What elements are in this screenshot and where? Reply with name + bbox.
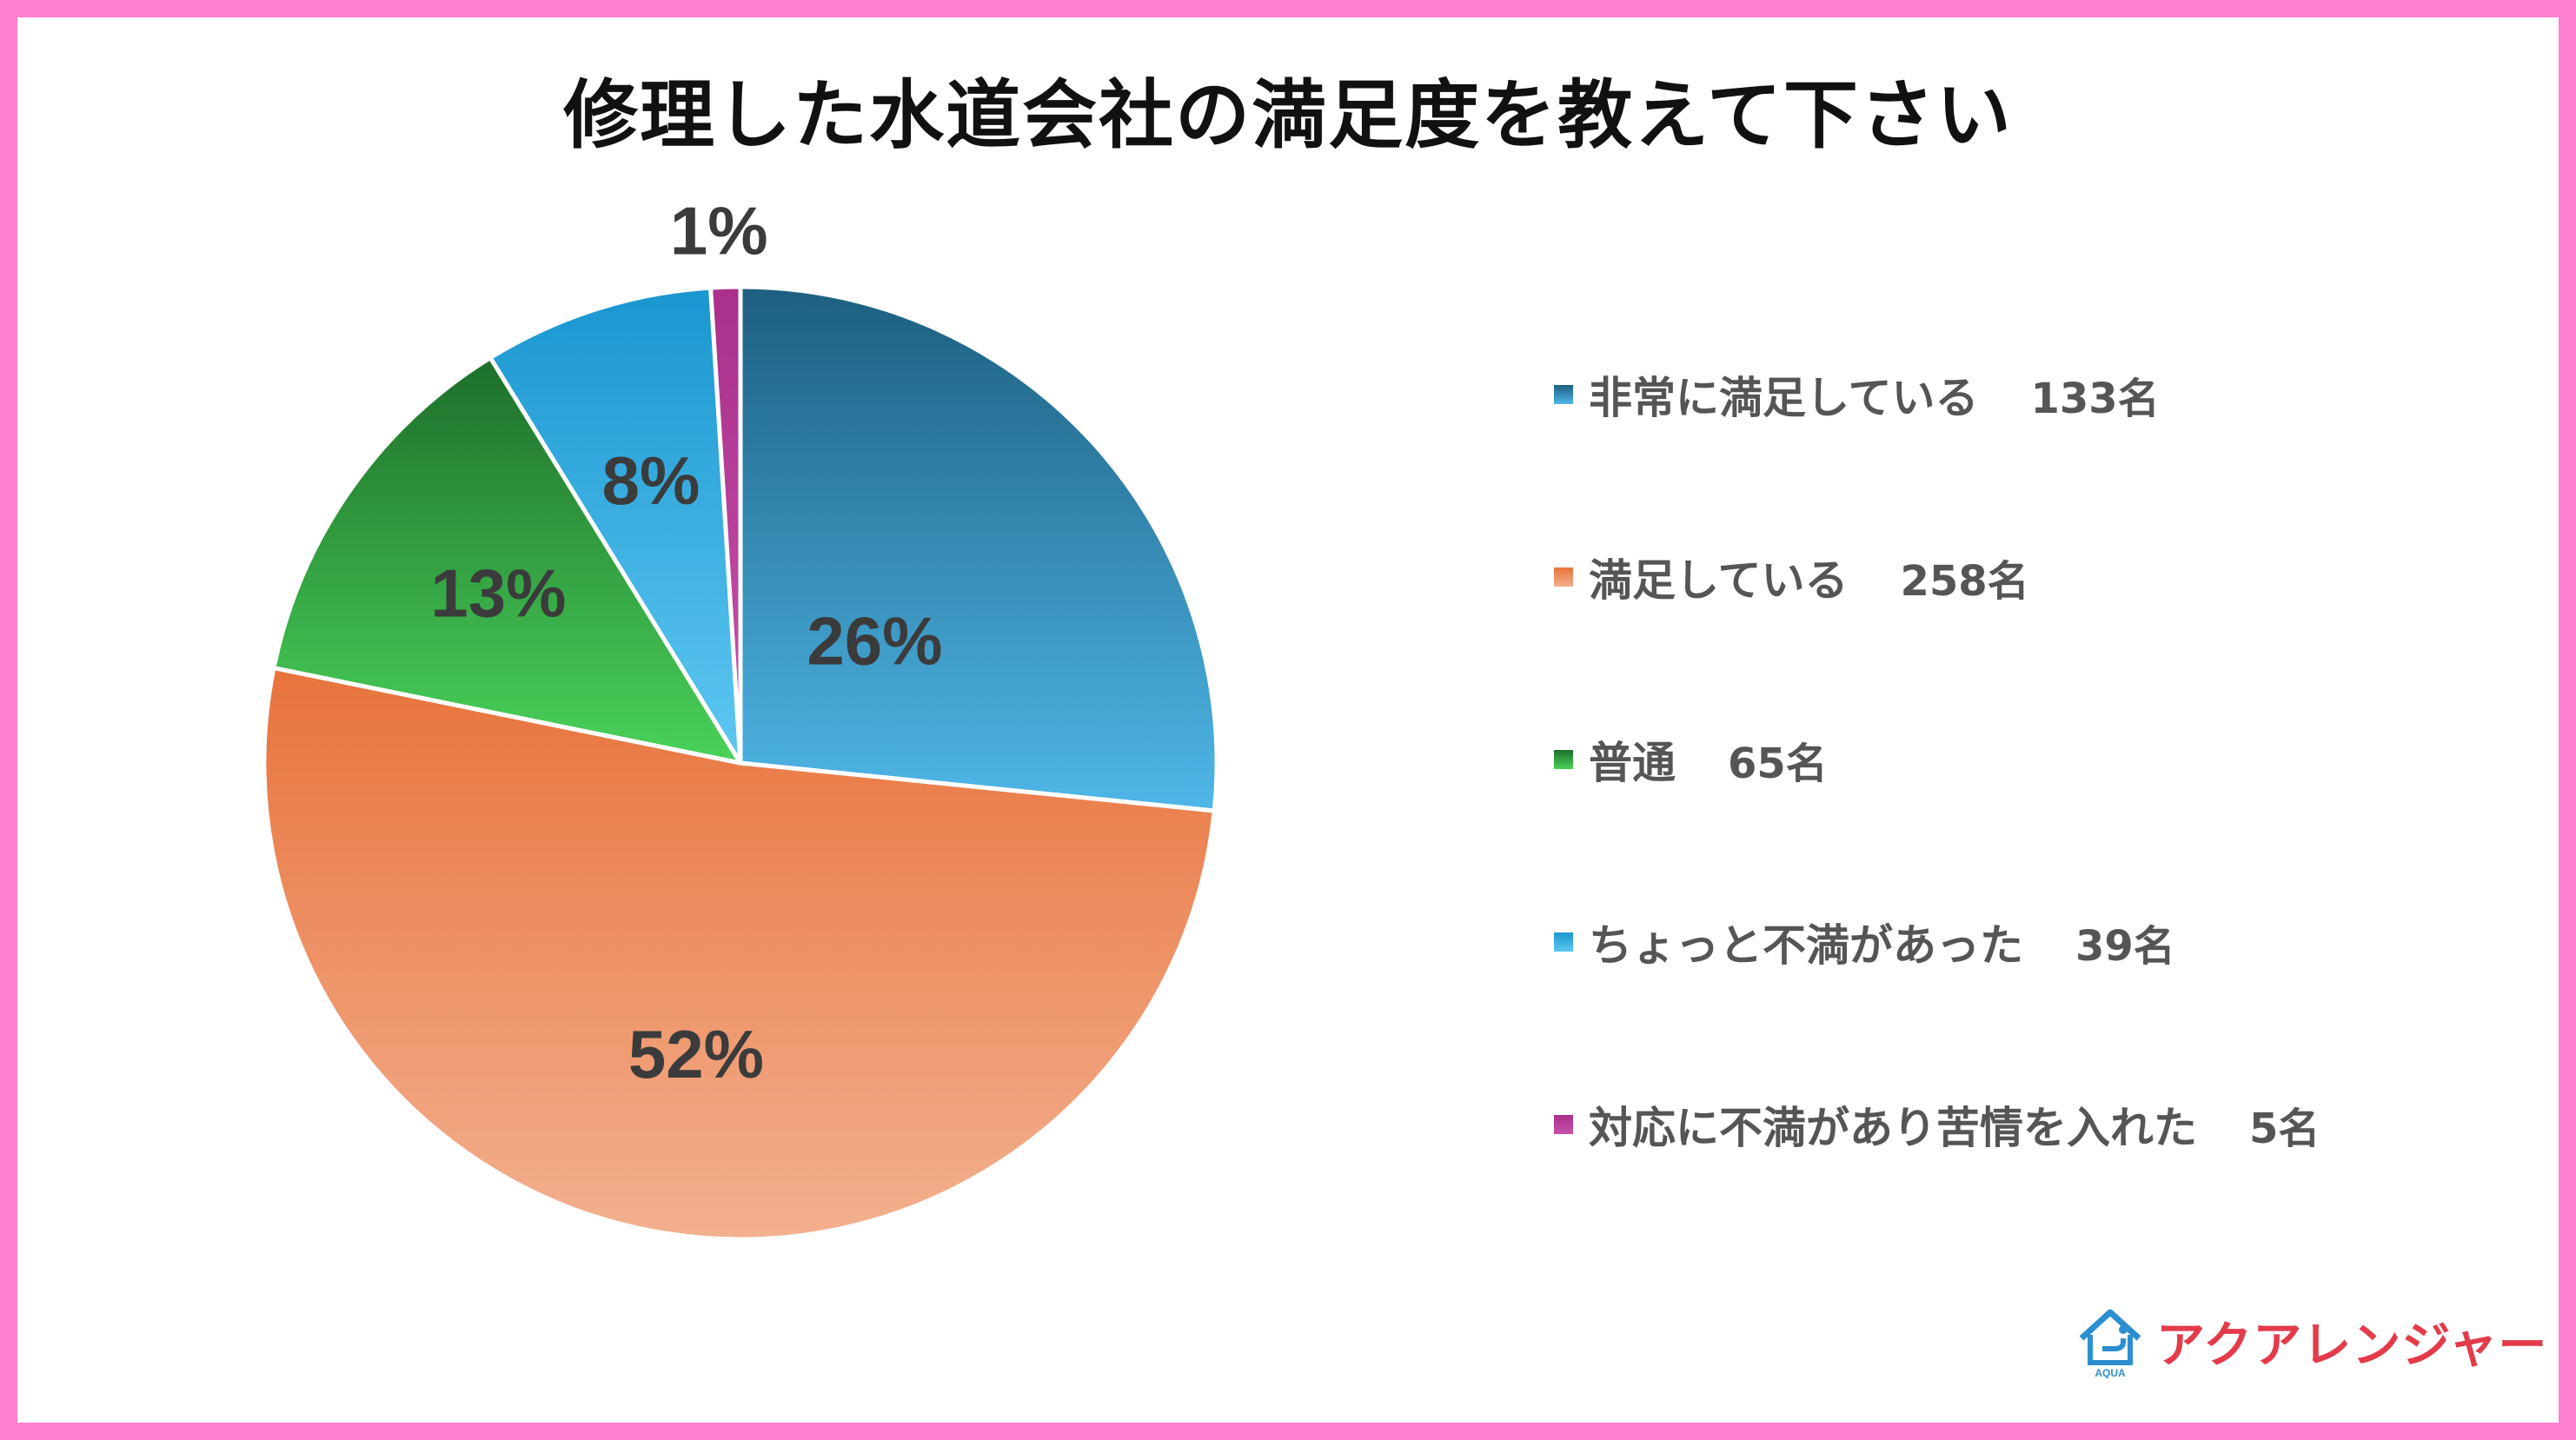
slice-percent-label: 8% <box>602 442 700 519</box>
chart-title: 修理した水道会社の満足度を教えて下さい <box>563 72 2013 159</box>
legend-count: 133名 <box>2030 375 2160 423</box>
legend-swatch <box>1554 385 1573 404</box>
legend-count: 39名 <box>2075 922 2175 971</box>
pie-slice <box>707 284 743 764</box>
legend-swatch <box>1554 1115 1573 1134</box>
logo-mark-text: AQUA <box>2095 1367 2126 1378</box>
logo-text: アクアレンジャー <box>2156 1317 2548 1374</box>
legend-count: 65名 <box>1728 740 1828 788</box>
legend-label: 満足している <box>1589 555 1849 606</box>
slice-percent-label: 1% <box>670 192 768 269</box>
brand-logo: AQUA アクアレンジャー <box>2073 1304 2547 1378</box>
legend-item: 普通 65名 <box>1554 725 1828 794</box>
legend-label: 普通 <box>1589 738 1676 788</box>
legend-item: 満足している 258名 <box>1554 542 2029 612</box>
slice-percent-label: 52% <box>628 1016 764 1092</box>
legend-item: 対応に不満があり苦情を入れた 5名 <box>1554 1090 2320 1159</box>
legend-item: 非常に満足している 133名 <box>1554 360 2160 429</box>
house-logo-icon: AQUA <box>2079 1309 2141 1378</box>
legend-swatch <box>1554 567 1573 587</box>
pie-slice <box>738 284 1219 813</box>
legend-label: 非常に満足している <box>1589 373 1979 423</box>
legend-label: 対応に不満があり苦情を入れた <box>1589 1103 2197 1153</box>
legend-count: 258名 <box>1900 557 2029 606</box>
pie-data-labels: 26% 52% 13% 8% 1% <box>430 192 942 1092</box>
slice-percent-label: 26% <box>807 602 942 679</box>
legend-count: 5名 <box>2249 1105 2320 1153</box>
pie-slice <box>271 355 746 766</box>
slice-percent-label: 13% <box>430 555 566 632</box>
pie-slice <box>487 285 743 765</box>
pie-slice <box>262 665 1217 1242</box>
pie-slices <box>262 284 1219 1242</box>
legend-item: ちょっと不満があった 39名 <box>1554 907 2175 977</box>
legend-label: ちょっと不満があった <box>1589 920 2023 971</box>
legend-swatch <box>1554 932 1573 952</box>
legend-swatch <box>1554 750 1573 769</box>
